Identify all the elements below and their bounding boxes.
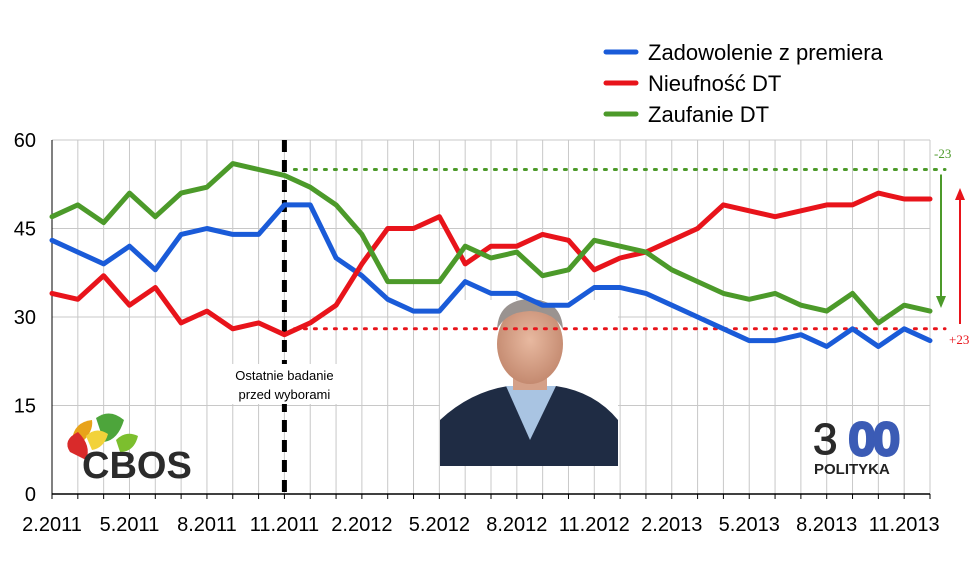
- series-line-1: [49, 190, 933, 338]
- red-change-label: +23: [949, 332, 969, 347]
- y-tick-label: 30: [14, 307, 36, 329]
- x-tick-label: 5.2013: [719, 514, 780, 536]
- x-tick-label: 8.2013: [796, 514, 857, 536]
- y-tick-label: 0: [25, 484, 36, 506]
- x-tick-label: 8.2011: [177, 514, 237, 536]
- y-tick-label: 45: [14, 219, 36, 241]
- x-tick-label: 5.2012: [409, 514, 470, 536]
- politician-photo: [440, 299, 618, 466]
- x-tick-label: 11.2013: [869, 514, 940, 536]
- series-line-0: [49, 202, 933, 349]
- polityka-logo: 3 00 POLITYKA: [813, 413, 902, 479]
- green-arrow-head: [936, 296, 946, 308]
- green-change-label: -23: [934, 146, 951, 161]
- election-note-line2: przed wyborami: [239, 387, 331, 402]
- series-line-2: [49, 161, 933, 326]
- x-tick-label: 8.2012: [486, 514, 547, 536]
- legend-label: Zaufanie DT: [648, 102, 769, 127]
- y-tick-label: 15: [14, 396, 36, 418]
- legend: Zadowolenie z premiera Nieufność DT Zaufan…: [603, 40, 884, 127]
- x-tick-label: 5.2011: [100, 514, 160, 536]
- cbos-logo-text: CBOS: [82, 445, 192, 487]
- x-tick-label: 2.2013: [641, 514, 702, 536]
- x-tick-labels: 2.2011 5.2011 8.2011 11.2011 2.2012 5.2012 8.2…: [22, 514, 939, 536]
- y-tick-label: 60: [14, 130, 36, 152]
- election-note-line1: Ostatnie badanie: [235, 368, 333, 383]
- polityka-number-text: 3: [813, 415, 837, 464]
- legend-label: Zadowolenie z premiera: [648, 40, 884, 65]
- red-arrow-head: [955, 188, 965, 200]
- election-note-bg: [226, 364, 343, 404]
- cbos-logo: CBOS: [67, 413, 192, 487]
- polityka-number-zeros: 00: [850, 415, 899, 464]
- x-tick-label: 2.2012: [331, 514, 392, 536]
- polityka-name-text: POLITYKA: [814, 461, 890, 478]
- axes: [51, 140, 931, 499]
- legend-label: Nieufność DT: [648, 71, 781, 96]
- reference-lines: -23 +23: [281, 140, 969, 494]
- series-lines: [49, 161, 933, 349]
- x-tick-label: 2.2011: [22, 514, 82, 536]
- svg-text:3 00: 3 00: [813, 415, 899, 464]
- election-note: Ostatnie badanie przed wyborami: [226, 364, 343, 404]
- x-tick-label: 11.2012: [559, 514, 630, 536]
- y-tick-labels: 0 15 30 45 60: [14, 130, 36, 506]
- x-tick-label: 11.2011: [250, 514, 319, 536]
